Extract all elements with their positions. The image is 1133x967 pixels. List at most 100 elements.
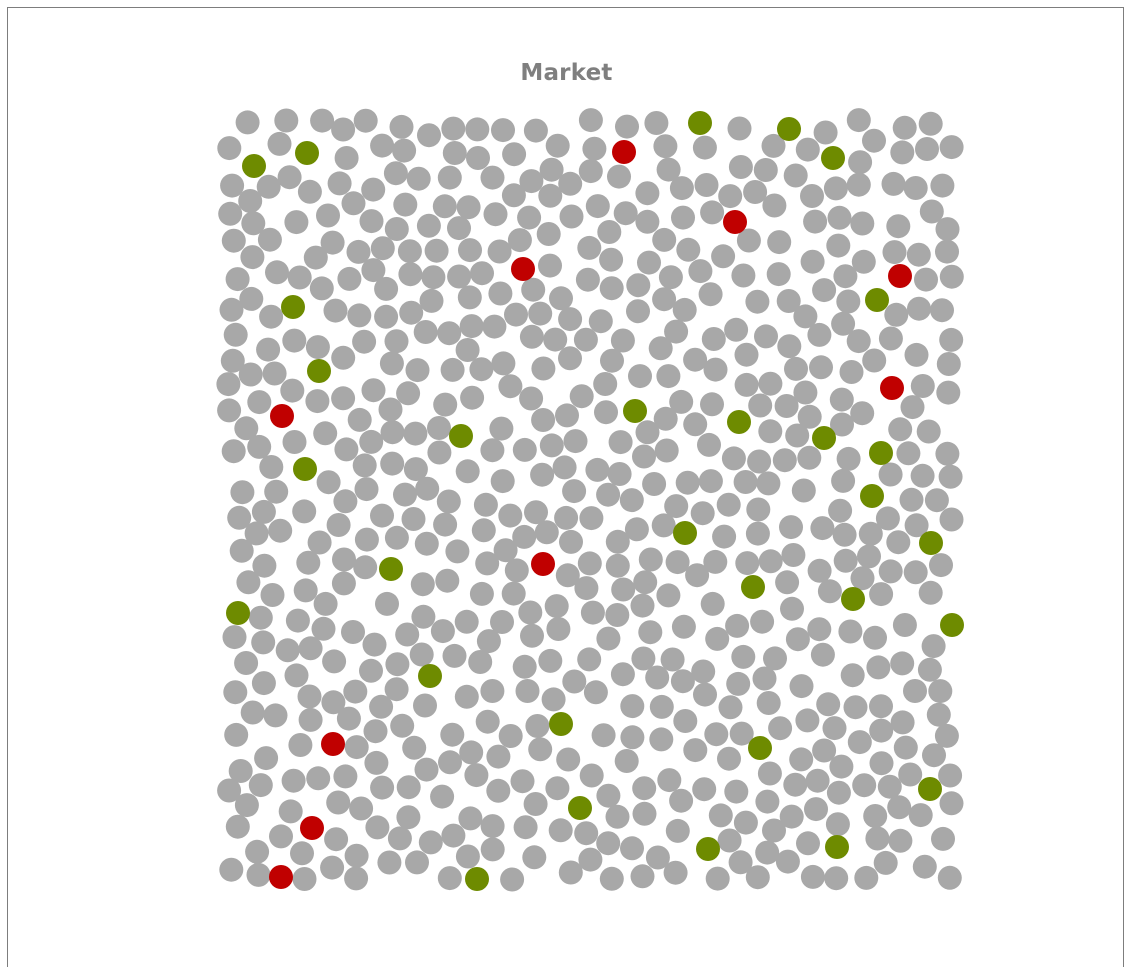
neutral-dot <box>596 626 621 651</box>
neutral-dot <box>779 515 803 540</box>
neutral-dot <box>712 524 737 549</box>
neutral-dot <box>432 194 457 219</box>
neutral-dot <box>850 566 875 591</box>
neutral-dot <box>331 386 356 411</box>
neutral-dot <box>700 591 725 616</box>
negative-dot <box>888 264 912 288</box>
neutral-dot <box>582 136 607 161</box>
neutral-dot <box>755 840 780 865</box>
neutral-dot <box>559 529 583 554</box>
neutral-dot <box>268 518 293 543</box>
neutral-dot <box>415 476 440 501</box>
neutral-dot <box>824 866 849 891</box>
neutral-dot <box>890 651 915 676</box>
neutral-dot <box>574 821 599 846</box>
neutral-dot <box>900 395 925 420</box>
neutral-dot <box>545 133 570 158</box>
neutral-dot <box>903 176 928 200</box>
neutral-dot <box>805 768 830 793</box>
neutral-dot <box>225 267 250 292</box>
neutral-dot <box>277 165 302 190</box>
neutral-dot <box>534 520 559 545</box>
neutral-dot <box>501 581 526 606</box>
neutral-dot <box>828 498 853 523</box>
neutral-dot <box>240 700 265 725</box>
neutral-dot <box>924 488 949 513</box>
positive-dot <box>465 867 489 891</box>
neutral-dot <box>865 826 890 851</box>
neutral-dot <box>878 326 903 351</box>
neutral-dot <box>238 189 263 213</box>
neutral-dot <box>359 209 384 234</box>
positive-dot <box>727 410 751 434</box>
neutral-dot <box>320 230 345 255</box>
neutral-dot <box>290 841 314 866</box>
negative-dot <box>321 732 345 756</box>
neutral-dot <box>795 708 820 733</box>
neutral-dot <box>455 844 480 869</box>
neutral-dot <box>519 324 544 349</box>
neutral-dot <box>228 759 253 783</box>
neutral-dot <box>858 521 883 546</box>
neutral-dot <box>886 530 911 555</box>
neutral-dot <box>884 302 909 327</box>
neutral-dot <box>287 265 312 290</box>
neutral-dot <box>488 281 513 306</box>
neutral-dot <box>414 531 439 556</box>
neutral-dot <box>558 860 583 885</box>
neutral-dot <box>816 692 841 717</box>
neutral-dot <box>578 159 603 184</box>
neutral-dot <box>316 470 341 495</box>
neutral-dot <box>359 658 383 683</box>
neutral-dot <box>665 818 690 843</box>
neutral-dot <box>789 674 814 699</box>
neutral-dot <box>772 448 797 473</box>
neutral-dot <box>384 525 409 550</box>
neutral-dot <box>297 684 322 709</box>
neutral-dot <box>563 429 588 454</box>
neutral-dot <box>690 501 715 526</box>
neutral-dot <box>558 346 582 371</box>
neutral-dot <box>910 463 935 488</box>
neutral-dot <box>306 766 331 791</box>
neutral-dot <box>219 857 244 882</box>
neutral-dot <box>336 706 361 731</box>
positive-dot <box>777 117 801 141</box>
neutral-dot <box>692 777 717 802</box>
neutral-dot <box>579 763 604 788</box>
neutral-dot <box>683 738 708 763</box>
neutral-dot <box>577 647 602 672</box>
neutral-dot <box>754 324 778 349</box>
neutral-dot <box>248 773 273 798</box>
neutral-dot <box>512 524 537 549</box>
neutral-dot <box>599 247 624 272</box>
neutral-dot <box>504 302 528 327</box>
neutral-dot <box>938 763 963 788</box>
neutral-dot <box>615 114 639 139</box>
neutral-dot <box>688 259 713 284</box>
positive-dot <box>418 664 442 688</box>
neutral-dot <box>531 356 556 381</box>
neutral-dot <box>278 799 303 824</box>
neutral-dot <box>718 184 743 209</box>
neutral-dot <box>631 646 656 671</box>
neutral-dot <box>729 721 754 746</box>
neutral-dot <box>700 392 724 417</box>
positive-dot <box>568 796 592 820</box>
neutral-dot <box>341 620 365 644</box>
neutral-dot <box>502 142 527 167</box>
neutral-dot <box>703 549 728 574</box>
neutral-dot <box>554 505 579 530</box>
neutral-dot <box>767 230 792 255</box>
neutral-dot <box>585 457 610 482</box>
neutral-dot <box>389 114 414 139</box>
neutral-dot <box>907 296 931 321</box>
neutral-dot <box>361 378 386 403</box>
neutral-dot <box>418 830 443 855</box>
neutral-dot <box>361 258 386 283</box>
neutral-dot <box>717 746 741 771</box>
neutral-dot <box>281 768 306 793</box>
neutral-dot <box>783 163 808 188</box>
neutral-dot <box>781 543 806 567</box>
neutral-dot <box>731 263 756 288</box>
